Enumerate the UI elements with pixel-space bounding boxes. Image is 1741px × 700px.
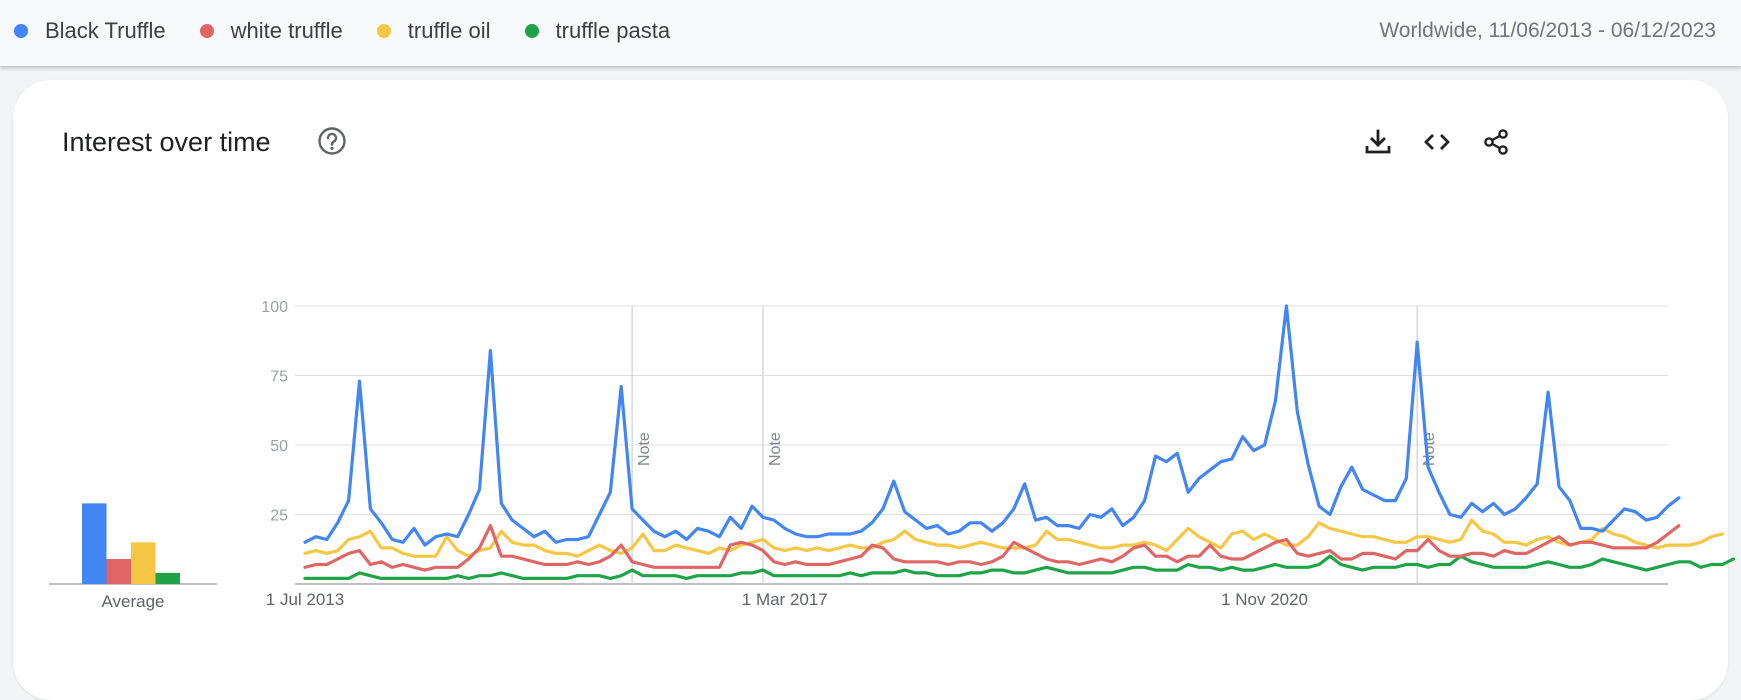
legend-label: truffle oil (407, 18, 491, 43)
legend-item[interactable]: truffle oil (376, 18, 491, 44)
y-tick-label: 75 (270, 369, 288, 386)
note-marker-label: Note (636, 432, 653, 466)
download-icon[interactable] (1363, 127, 1393, 157)
legend-item[interactable]: Black Truffle (14, 18, 166, 44)
y-tick-label: 100 (261, 299, 288, 316)
series-line-truffle-oil (303, 518, 1725, 558)
x-tick-label: 1 Mar 2017 (742, 590, 828, 609)
average-label: Average (101, 592, 164, 611)
series-line-white-truffle (303, 524, 1681, 572)
legend-color-dot (14, 24, 28, 38)
average-bar (106, 558, 131, 584)
note-marker-label: Note (767, 432, 784, 466)
share-icon[interactable] (1481, 127, 1511, 157)
legend-color-dot (524, 24, 539, 38)
x-tick-label: 1 Jul 2013 (266, 590, 344, 609)
average-bar (82, 503, 107, 584)
series-line-black-truffle (303, 304, 1681, 547)
legend-item[interactable]: truffle pasta (524, 18, 671, 44)
series-line-truffle-pasta (303, 554, 1735, 580)
interest-over-time-card: Interest over time (13, 80, 1728, 700)
legend-item[interactable]: white truffle (199, 18, 343, 44)
series-legend: Black Truffle white truffle truffle oil tru… (0, 0, 690, 62)
legend-label: Black Truffle (45, 18, 166, 43)
date-range[interactable]: Worldwide, 11/06/2013 - 06/12/2023 (1379, 19, 1716, 42)
legend-label: truffle pasta (555, 18, 671, 43)
card-title: Interest over time (62, 127, 271, 157)
note-marker-label: Note (1421, 432, 1438, 466)
legend-label: white truffle (230, 18, 343, 43)
comparison-header: Black Truffle white truffle truffle oil tru… (0, 0, 1741, 67)
legend-color-dot (376, 24, 391, 38)
y-tick-label: 50 (270, 438, 288, 455)
y-tick-label: 25 (270, 508, 288, 525)
legend-color-dot (199, 24, 214, 38)
x-tick-label: 1 Nov 2020 (1221, 590, 1308, 609)
help-circle-icon[interactable] (316, 125, 348, 157)
average-bar (131, 542, 156, 584)
embed-code-icon[interactable] (1422, 127, 1452, 157)
interest-line-chart: 25 50 75 100 Note Note Note 1 Jul 2013 1 Mar 201… (49, 299, 1735, 611)
average-bar (155, 572, 180, 584)
